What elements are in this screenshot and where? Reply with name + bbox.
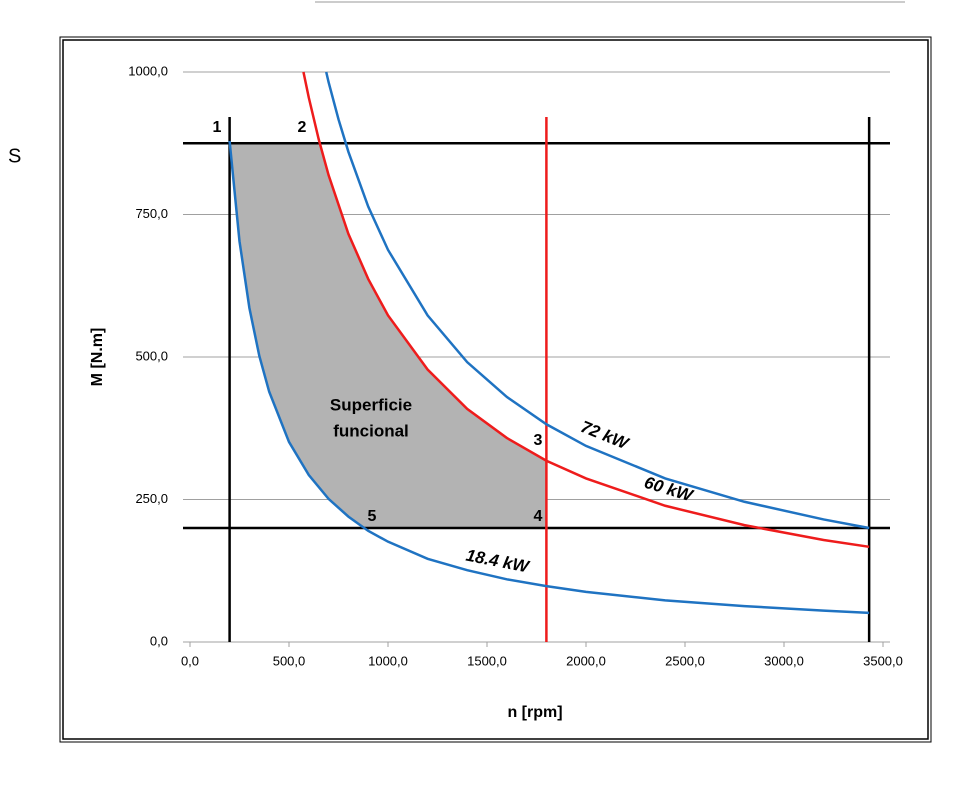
x-tick-label: 1000,0 — [368, 653, 408, 668]
x-tick-label: 0,0 — [181, 653, 199, 668]
x-axis-label: n [rpm] — [507, 704, 562, 721]
x-tick-label: 2000,0 — [566, 653, 606, 668]
x-tick-label: 500,0 — [273, 653, 306, 668]
side-text: S — [8, 145, 21, 167]
y-tick-label: 750,0 — [135, 206, 168, 221]
y-tick-label: 500,0 — [135, 348, 168, 363]
region-label: Superficie — [330, 395, 412, 414]
point-label: 5 — [368, 508, 377, 525]
point-label: 3 — [534, 432, 543, 449]
y-tick-label: 0,0 — [150, 633, 168, 648]
y-axis-label: M [N.m] — [89, 328, 106, 387]
region-label: funcional — [333, 421, 409, 440]
x-tick-label: 3500,0 — [863, 653, 903, 668]
x-tick-label: 2500,0 — [665, 653, 705, 668]
power-curve — [325, 71, 870, 530]
x-tick-label: 3000,0 — [764, 653, 804, 668]
power-curve — [302, 71, 870, 549]
y-tick-label: 1000,0 — [128, 63, 168, 78]
x-tick-label: 1500,0 — [467, 653, 507, 668]
y-tick-label: 250,0 — [135, 491, 168, 506]
series-label: 72 kW — [578, 417, 632, 454]
point-label: 1 — [213, 119, 222, 136]
chart-frame-inner — [62, 39, 929, 740]
point-label: 4 — [534, 508, 543, 525]
operating-region — [229, 140, 547, 528]
point-label: 2 — [298, 119, 307, 136]
chart-frame-outer — [59, 36, 932, 743]
power-curve — [228, 140, 870, 615]
